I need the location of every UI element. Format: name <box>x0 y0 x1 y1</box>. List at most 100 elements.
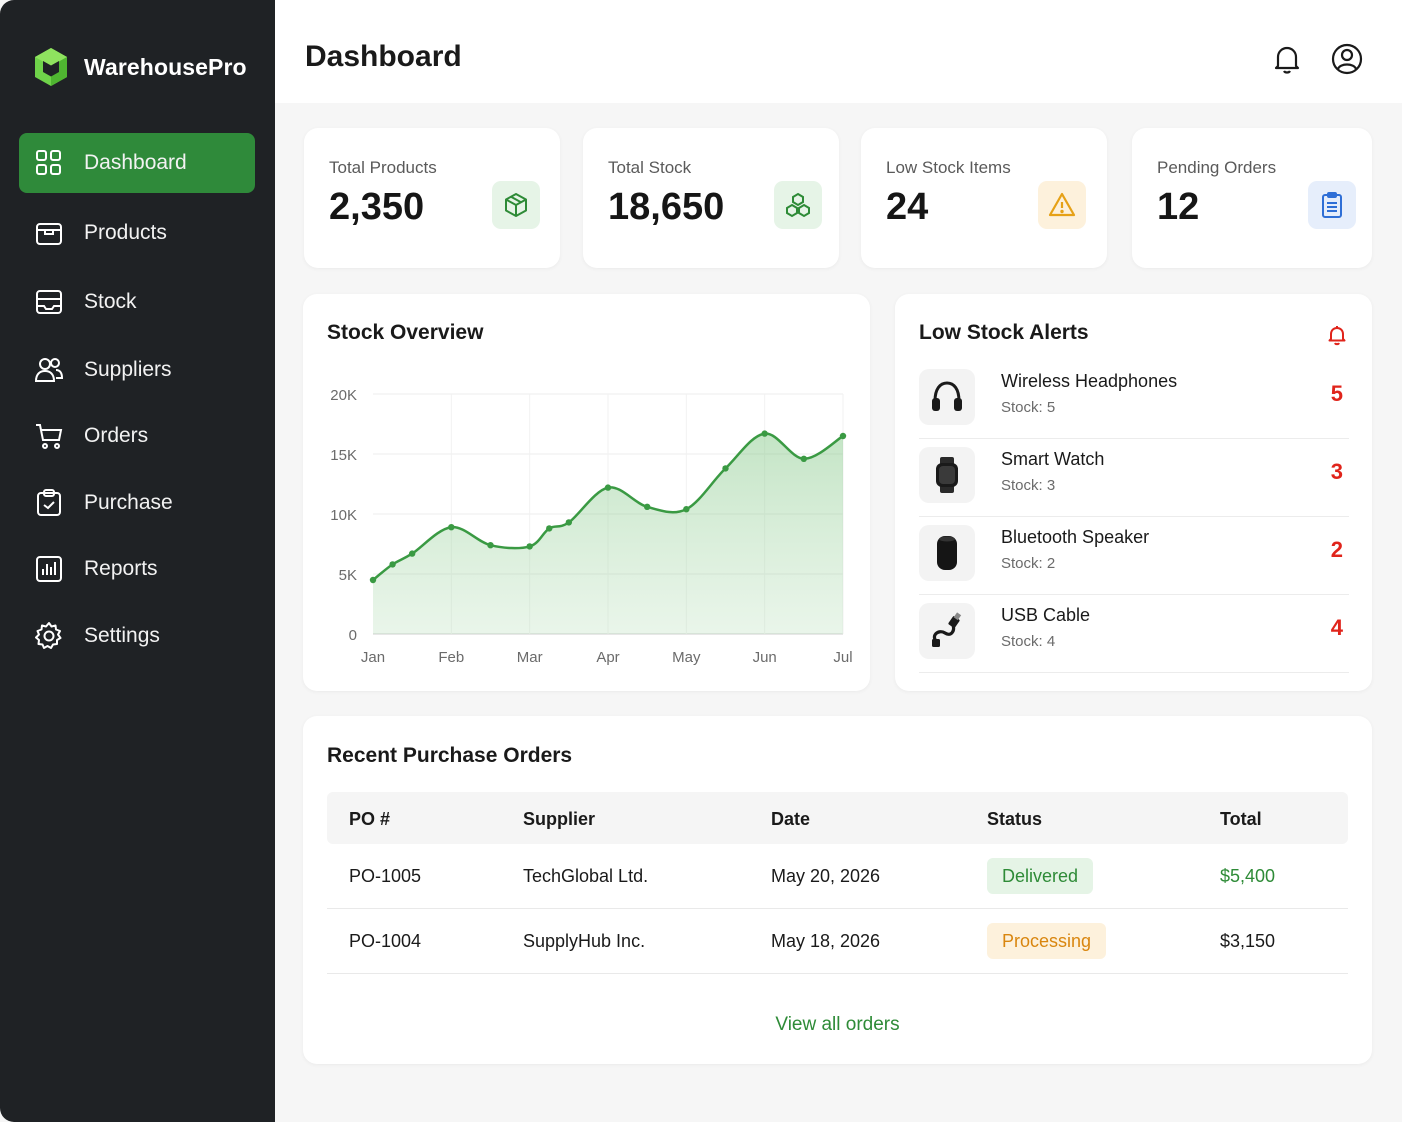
logo-cube-icon <box>35 48 67 86</box>
stock-count: 5 <box>1330 381 1343 406</box>
user-circle-icon[interactable] <box>1330 42 1364 76</box>
stat-value: 2,350 <box>329 186 425 228</box>
sidebar-item-settings[interactable]: Settings <box>19 606 255 666</box>
sidebar-item-suppliers[interactable]: Suppliers <box>19 340 255 400</box>
stat-card-total-stock: Total Stock 18,650 <box>583 128 839 268</box>
stat-value: 12 <box>1157 186 1200 228</box>
speaker-icon <box>919 525 975 581</box>
warning-icon <box>1038 181 1086 229</box>
stat-card-low-stock: Low Stock Items 24 <box>861 128 1107 268</box>
stat-value: 18,650 <box>608 186 725 228</box>
area-fill <box>373 433 843 634</box>
low-stock-item[interactable]: USB Cable Stock: 4 4 <box>919 595 1349 673</box>
sidebar-item-reports[interactable]: Reports <box>19 539 255 599</box>
low-stock-item[interactable]: Bluetooth Speaker Stock: 2 2 <box>919 517 1349 595</box>
x-tick-label: Feb <box>438 649 464 666</box>
status-badge: Delivered <box>987 858 1094 894</box>
sidebar-item-products[interactable]: Products <box>19 203 255 263</box>
product-name: Wireless Headphones <box>1001 371 1178 391</box>
sidebar-item-label: Stock <box>84 290 137 313</box>
table-row[interactable]: PO-1004 SupplyHub Inc. May 18, 2026 Proc… <box>327 909 1348 974</box>
low-stock-alerts-card: Low Stock Alerts Wireless Headphones Sto… <box>895 294 1372 691</box>
column-header[interactable]: PO # <box>349 809 391 829</box>
sidebar-item-label: Reports <box>84 557 158 580</box>
data-point <box>565 519 573 526</box>
stat-value: 24 <box>886 186 929 228</box>
gear-icon <box>35 622 62 649</box>
clipboard-list-icon <box>1308 181 1356 229</box>
product-name: USB Cable <box>1001 605 1091 625</box>
y-tick-label: 20K <box>330 387 357 404</box>
section-title: Recent Purchase Orders <box>327 744 573 767</box>
column-header[interactable]: Date <box>771 809 811 829</box>
data-point <box>839 432 847 440</box>
watch-icon <box>919 447 975 503</box>
stat-label: Total Products <box>329 158 437 177</box>
bar-chart-icon <box>36 556 62 582</box>
data-point <box>448 524 455 531</box>
y-tick-label: 10K <box>330 507 357 524</box>
view-all-orders-link[interactable]: View all orders <box>775 1014 900 1035</box>
data-point <box>800 455 808 462</box>
sidebar: WarehousePro Dashboard Products Stock Su… <box>0 0 275 1122</box>
po-number: PO-1005 <box>349 866 422 886</box>
sidebar-item-purchase[interactable]: Purchase <box>19 473 255 533</box>
section-title: Low Stock Alerts <box>919 321 1089 344</box>
cube-icon <box>492 181 540 229</box>
order-total: $5,400 <box>1220 866 1276 886</box>
recent-orders-card: Recent Purchase Orders PO # Supplier Dat… <box>303 716 1372 1064</box>
x-tick-label: May <box>672 649 701 666</box>
x-tick-label: Apr <box>596 649 619 666</box>
sidebar-item-label: Dashboard <box>84 151 187 174</box>
data-point <box>487 542 494 549</box>
stock-count: 4 <box>1330 615 1343 640</box>
cable-icon <box>919 603 975 659</box>
stat-card-total-products: Total Products 2,350 <box>304 128 560 268</box>
column-header[interactable]: Status <box>987 809 1043 829</box>
order-date: May 20, 2026 <box>771 866 881 886</box>
y-tick-label: 5K <box>339 567 357 584</box>
grid-icon <box>36 150 61 175</box>
table-header: PO # Supplier Date Status Total <box>327 792 1348 844</box>
product-stock: Stock: 4 <box>1001 633 1056 650</box>
x-tick-label: Jun <box>753 649 777 666</box>
low-stock-item[interactable]: Wireless Headphones Stock: 5 5 <box>919 361 1349 439</box>
stock-count: 3 <box>1330 459 1343 484</box>
headphones-icon <box>919 369 975 425</box>
stock-count: 2 <box>1330 537 1343 562</box>
x-tick-label: Mar <box>517 649 543 666</box>
bell-icon[interactable] <box>1270 42 1304 76</box>
order-total: $3,150 <box>1220 931 1276 951</box>
data-point <box>761 430 768 437</box>
low-stock-item[interactable]: Smart Watch Stock: 3 3 <box>919 439 1349 517</box>
sidebar-item-label: Settings <box>84 624 160 647</box>
sidebar-item-label: Purchase <box>84 491 173 514</box>
brand-name: WarehousePro <box>84 53 247 80</box>
column-header[interactable]: Total <box>1220 809 1262 829</box>
data-point <box>369 576 377 584</box>
data-point <box>546 525 553 532</box>
stat-label: Total Stock <box>608 158 692 177</box>
users-icon <box>34 358 64 382</box>
column-header[interactable]: Supplier <box>523 809 596 829</box>
data-point <box>389 561 396 568</box>
sidebar-item-label: Orders <box>84 424 149 447</box>
product-name: Smart Watch <box>1001 449 1105 469</box>
product-name: Bluetooth Speaker <box>1001 527 1150 547</box>
y-tick-label: 0 <box>349 627 357 644</box>
product-stock: Stock: 5 <box>1001 399 1056 416</box>
box-icon <box>36 223 62 245</box>
section-title: Stock Overview <box>327 321 484 344</box>
brand[interactable]: WarehousePro <box>32 46 247 88</box>
sidebar-item-dashboard[interactable]: Dashboard <box>19 133 255 193</box>
order-date: May 18, 2026 <box>771 931 881 951</box>
stat-card-pending-orders: Pending Orders 12 <box>1132 128 1372 268</box>
data-point <box>722 465 729 472</box>
stat-label: Low Stock Items <box>886 158 1011 177</box>
sidebar-item-orders[interactable]: Orders <box>19 406 255 466</box>
table-row[interactable]: PO-1005 TechGlobal Ltd. May 20, 2026 Del… <box>327 844 1348 909</box>
sidebar-item-label: Suppliers <box>84 358 172 381</box>
sidebar-item-stock[interactable]: Stock <box>19 272 255 332</box>
status-badge: Processing <box>987 923 1107 959</box>
